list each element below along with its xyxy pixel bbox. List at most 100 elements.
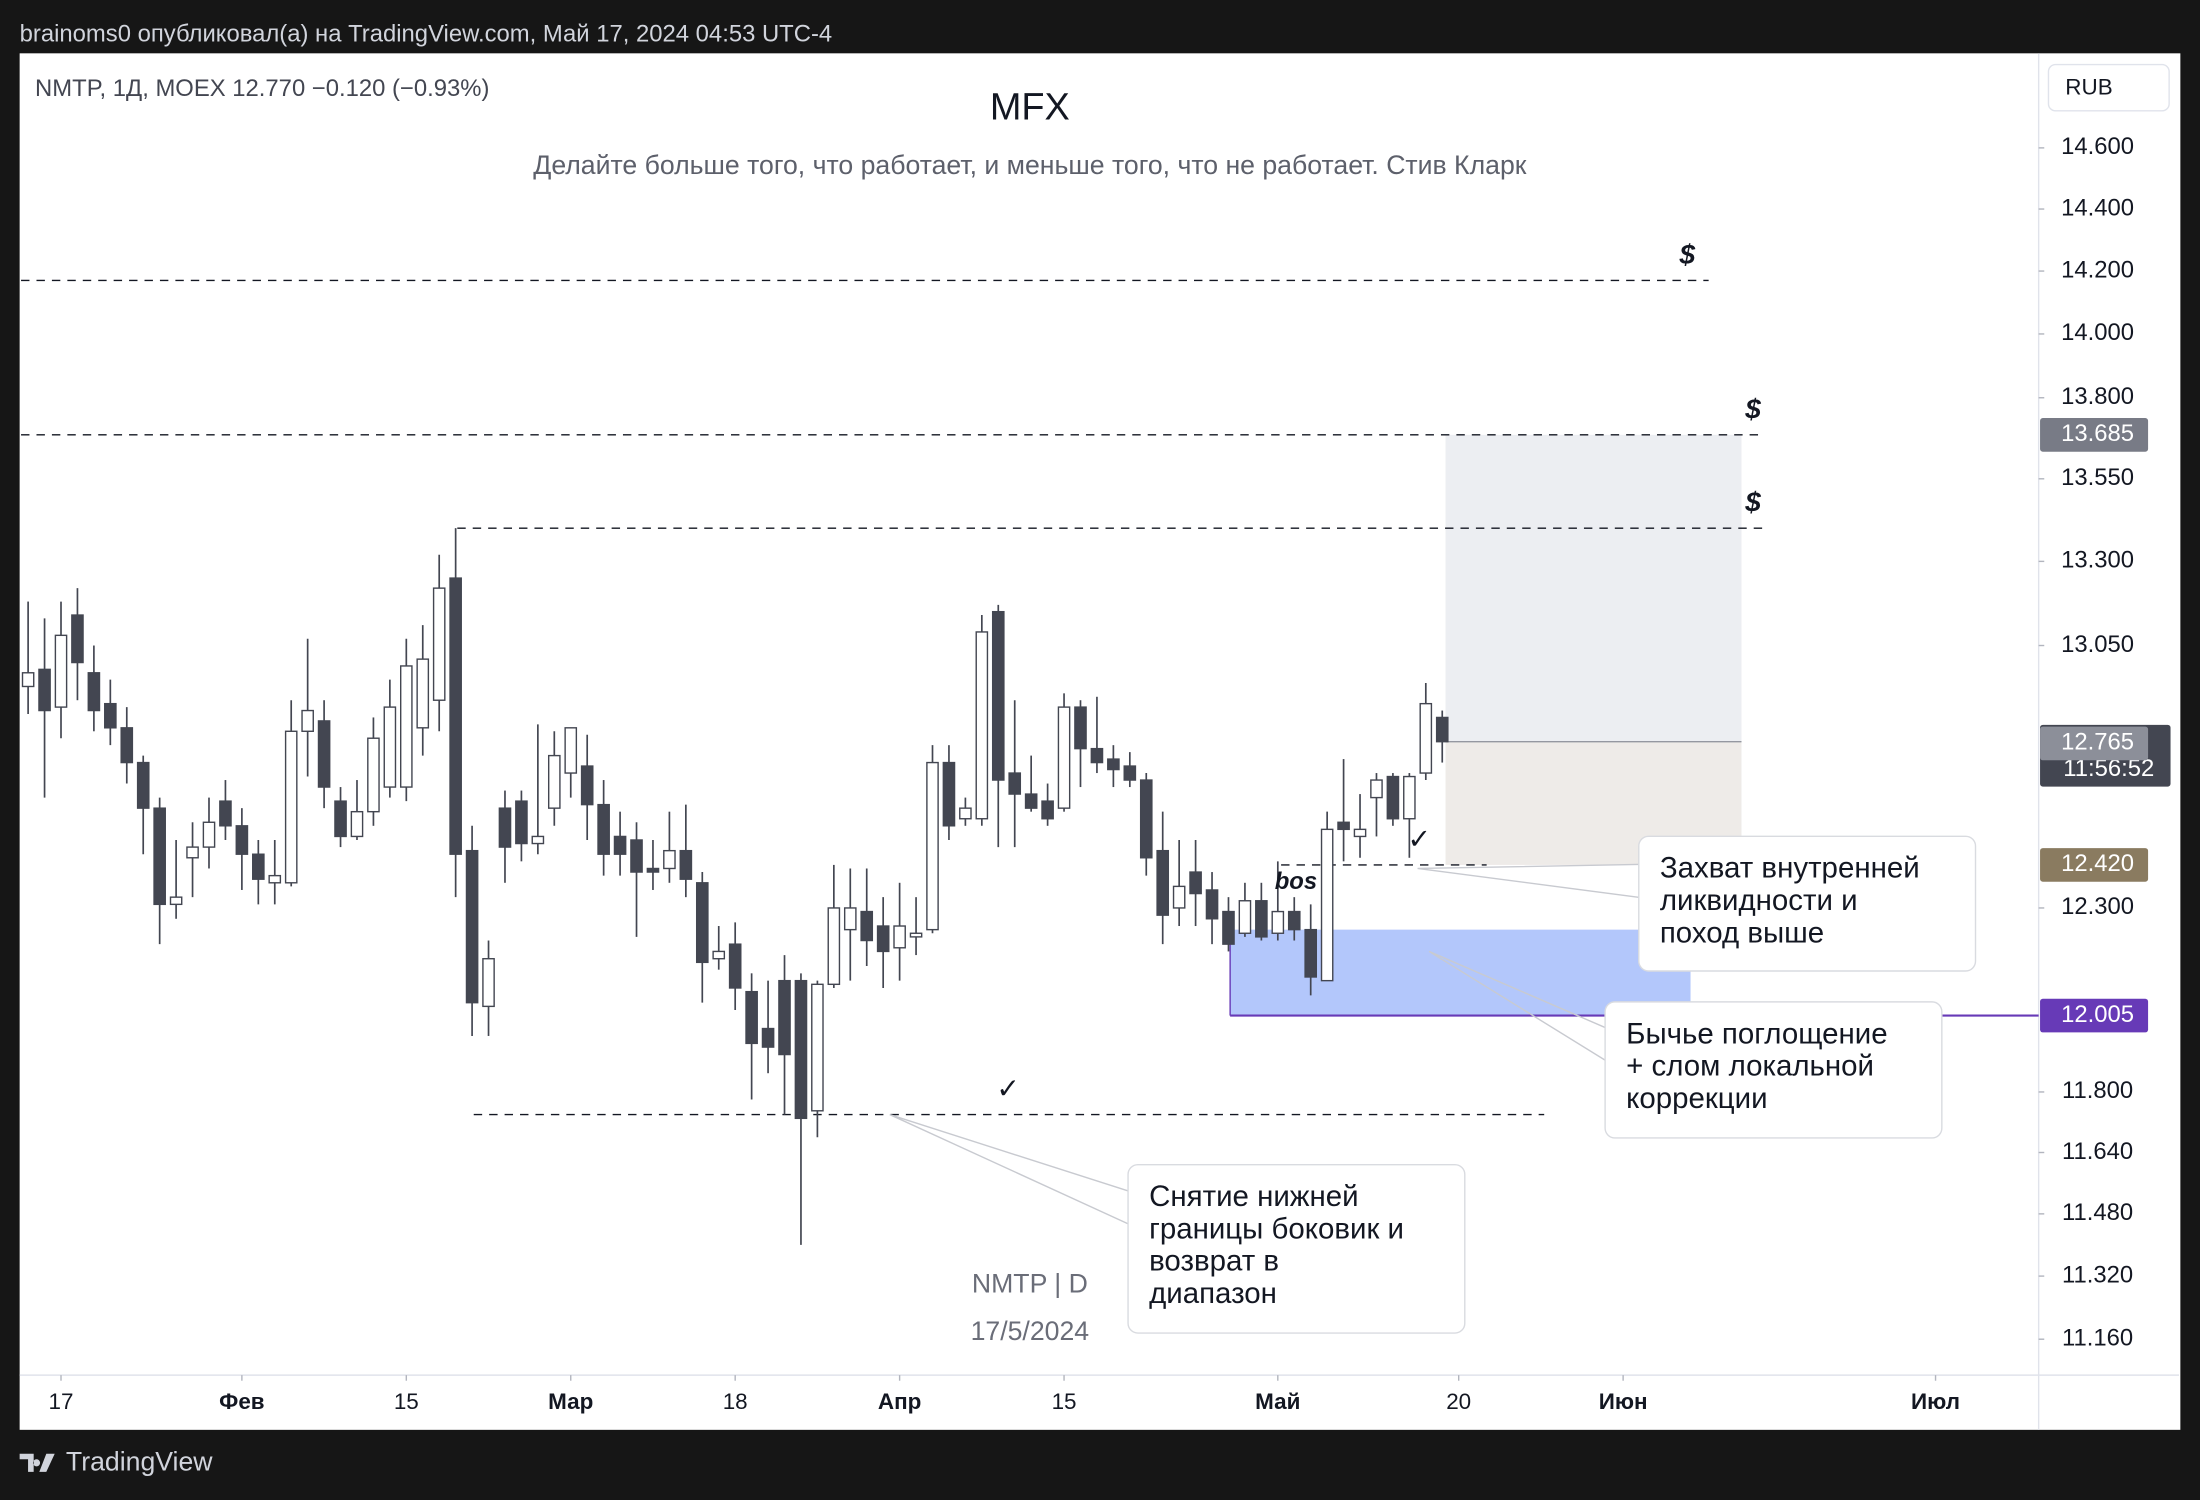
candle-body	[1255, 900, 1268, 938]
callout-text: + слом локальной	[1626, 1050, 1874, 1083]
annotation: bos	[1275, 868, 1317, 895]
callout-text: границы боковик и	[1149, 1212, 1404, 1245]
candle-body	[1189, 871, 1202, 895]
plot: 14.600 14.400 14.200 14.000 13.800 13.550 13.3…	[21, 133, 2171, 1414]
candle-body	[646, 867, 660, 873]
candle-body	[54, 634, 68, 708]
x-tick-label: 18	[723, 1389, 748, 1414]
candle-body	[712, 950, 726, 960]
candle-body	[580, 765, 594, 806]
candle-body	[71, 614, 84, 664]
candle-body	[1370, 779, 1383, 799]
candle-body	[1024, 793, 1038, 809]
brand-logo	[19, 1453, 55, 1472]
candle-body	[1287, 910, 1301, 931]
candle-body	[1419, 702, 1433, 774]
candle-body	[531, 835, 545, 845]
candle-body	[893, 925, 906, 949]
candle-body	[1172, 885, 1186, 909]
y-tick-label: 13.300	[2061, 547, 2134, 574]
currency-button[interactable]	[2047, 63, 2170, 112]
candle-body	[695, 882, 709, 964]
y-tick-label: 13.050	[2061, 631, 2134, 658]
callout-text: Бычье поглощение	[1626, 1017, 1887, 1050]
price-label: 13.685	[2061, 420, 2134, 447]
candle-body	[235, 825, 249, 855]
candle-body	[1353, 828, 1367, 838]
callout-text: возврат в	[1149, 1245, 1279, 1278]
candle-body	[317, 720, 331, 788]
callout-box	[1604, 1001, 1943, 1139]
candle-body	[169, 896, 183, 906]
legend: NMTP, 1Д, MOEX 12.770 −0.120 (−0.93%)	[35, 75, 489, 102]
x-tick-label: Мар	[548, 1389, 593, 1414]
candle-body	[663, 849, 676, 870]
chart-title: MFX	[990, 86, 1070, 128]
candle-body	[186, 846, 199, 859]
price-label-bg	[2040, 998, 2149, 1033]
candle-body	[778, 979, 791, 1056]
candle-body	[38, 668, 51, 712]
y-tick-label: 14.600	[2061, 133, 2134, 160]
candle-body	[1205, 889, 1219, 920]
candle-body	[252, 853, 265, 880]
candle-body	[153, 807, 166, 906]
x-tick-label: 20	[1446, 1389, 1471, 1414]
y-tick-label: 11.320	[2062, 1261, 2133, 1288]
candle-body	[745, 990, 758, 1045]
candle-body	[21, 672, 35, 688]
y-tick-label: 12.300	[2061, 893, 2134, 920]
candle-body	[811, 983, 824, 1112]
candle-body	[383, 706, 397, 788]
currency[interactable]: RUB	[2065, 74, 2112, 99]
callout-pointer	[889, 1113, 1134, 1228]
candle-body	[202, 821, 216, 848]
candle-body	[482, 958, 495, 1008]
candle-body	[761, 1027, 775, 1048]
candle-body	[1238, 900, 1252, 934]
candle-body	[498, 807, 512, 848]
price-label: 12.765	[2061, 729, 2134, 756]
candle-body	[679, 849, 693, 880]
candle-body	[1041, 800, 1054, 820]
y-tick-label: 11.480	[2062, 1199, 2133, 1226]
price-label-bg	[2040, 418, 2149, 452]
candle-body	[728, 943, 742, 989]
candle-body	[350, 810, 364, 838]
level-tag: $	[1744, 487, 1761, 518]
y-tick-label: 14.200	[2061, 256, 2134, 283]
candle-body	[1271, 910, 1285, 934]
y-tick-label: 11.160	[2062, 1325, 2133, 1352]
candle-body	[564, 727, 578, 774]
x-tick-label: 15	[1052, 1389, 1077, 1414]
level-tag: ✓	[1407, 823, 1431, 854]
callout-text: диапазон	[1149, 1277, 1277, 1310]
y-tick-label: 13.550	[2061, 464, 2134, 491]
watermark: 17/5/2024	[971, 1316, 1090, 1346]
candle-body	[1107, 758, 1120, 771]
candle-body	[1222, 910, 1235, 945]
candle-body	[942, 761, 956, 827]
y-tick-label: 13.800	[2061, 383, 2134, 410]
x-tick-label: 17	[49, 1389, 74, 1414]
candle-body	[449, 577, 462, 855]
callout-text: коррекции	[1626, 1082, 1767, 1115]
callout-pointer	[1428, 950, 1612, 1065]
price-label: 12.005	[2061, 1001, 2134, 1028]
candle-body	[87, 672, 101, 712]
candle-body	[284, 730, 298, 884]
callout-text: ликвидности и	[1660, 884, 1858, 917]
price-label: 12.420	[2061, 850, 2134, 877]
level-tag: ✓	[996, 1073, 1020, 1104]
candle-body	[301, 709, 314, 732]
candle-body	[515, 800, 528, 845]
x-tick-label: Апр	[878, 1389, 921, 1414]
candle-body	[416, 658, 430, 729]
candle-body	[547, 754, 561, 809]
candle-body	[465, 849, 479, 1004]
candle-body	[104, 702, 117, 729]
candle-body	[1403, 775, 1416, 820]
byline: brainoms0 опубликовал(а) на TradingView.…	[20, 20, 833, 47]
x-tick-label: Фев	[219, 1389, 264, 1414]
